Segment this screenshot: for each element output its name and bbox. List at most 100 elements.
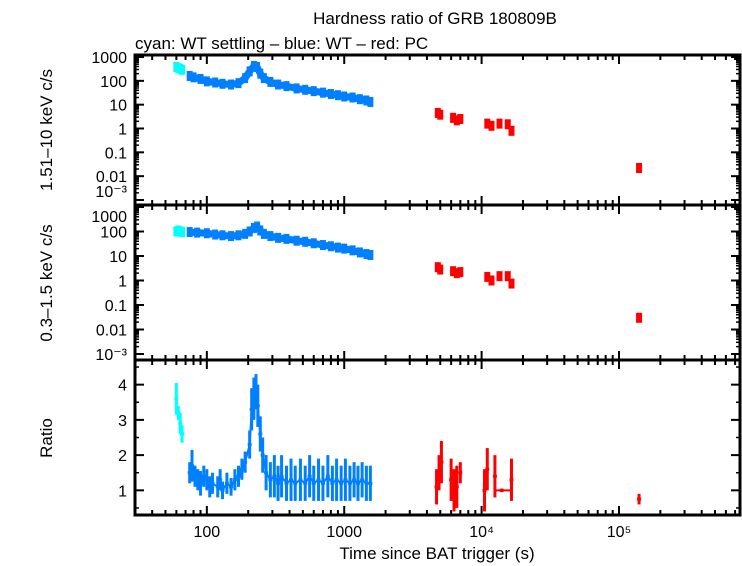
data-point-pc [504,271,511,282]
data-point-wt [194,227,201,238]
y-tick-label: 1 [118,274,127,291]
y-tick-label: 1 [118,483,127,500]
data-point-wt [254,62,261,73]
x-tick-label: 1000 [326,524,362,541]
data-point-wt [190,72,197,83]
x-tick-label: 100 [193,524,220,541]
data-point-pc [508,125,515,136]
series-wt-line [188,391,371,493]
data-point-wt [302,236,309,247]
y-tick-label: 1000 [91,209,127,226]
panel-frame-0 [133,53,742,207]
data-point-pc [488,120,495,131]
data-point-wt [293,83,300,94]
chart-title: Hardness ratio of GRB 180809B [313,9,557,28]
data-point-wt [283,233,290,244]
data-point-pc [484,118,491,129]
data-point-wt [257,68,264,79]
data-point-pc [488,275,495,286]
data-point-wt [349,245,356,256]
data-point-wt [254,221,261,232]
data-point-wt [203,228,210,239]
data-point-pc [450,266,457,277]
y-tick-label: 10 [109,98,127,115]
data-point-pc [453,268,460,279]
x-axis-label: Time since BAT trigger (s) [339,544,534,563]
x-tick-label: 10⁴ [469,524,494,541]
data-point-wt [267,76,274,87]
x-tick-label: 10⁵ [607,524,631,541]
data-point-wt [334,90,341,101]
data-point-wt [212,77,219,88]
data-point-wt [275,232,282,243]
y-axis-label-soft: 0.3–1.5 keV c/s [37,224,56,341]
data-point-wt [319,240,326,251]
y-tick-label: 4 [118,378,127,395]
panel-frame-1 [133,203,742,362]
data-point-wt [219,230,226,241]
y-axis-label-ratio: Ratio [37,418,56,458]
data-point-pc [636,312,643,323]
y-tick-label: 0.1 [105,298,127,315]
data-point-wt [246,226,253,237]
data-point-wt [367,249,374,260]
data-point-wt [228,231,235,242]
data-point-pc [496,271,503,282]
y-tick-label: 2 [118,448,127,465]
data-point-wt [242,228,249,239]
data-point-pc [450,112,457,123]
data-point-wt [250,222,257,233]
y-tick-label: 10⁻³ [95,347,127,364]
y-tick-label: 100 [100,74,127,91]
data-point-wt [341,91,348,102]
data-point-wt [302,84,309,95]
data-point-wt [260,228,267,239]
data-point-wt [246,66,253,77]
data-point-wt [267,231,274,242]
data-point-pc [636,163,643,174]
data-point-wt [186,227,193,238]
data-point-wt [228,79,235,90]
data-point-wt [257,225,264,236]
data-point-wt [367,96,374,107]
data-point-wt [319,87,326,98]
data-point-wt [341,243,348,254]
data-point-wt [293,235,300,246]
data-point-wt [235,230,242,241]
data-point-wt [186,70,193,81]
data-point-wt [250,60,257,71]
y-tick-label: 3 [118,413,127,430]
y-tick-label: 0.01 [96,323,127,340]
data-point-wt [242,73,249,84]
data-point-pc [484,271,491,282]
data-point-wt [275,79,282,90]
y-tick-label: 1000 [91,50,127,67]
data-point-wt [283,81,290,92]
data-point-wt [356,94,363,105]
y-tick-label: 0.1 [105,145,127,162]
data-point-wt [219,78,226,89]
data-point-wt [310,86,317,97]
data-point-wt [327,241,334,252]
data-point-wt [260,73,267,84]
data-point-wt [327,89,334,100]
y-tick-label: 100 [100,225,127,242]
data-point-wt [197,73,204,84]
data-point-wt [203,76,210,87]
data-point-wt [212,229,219,240]
data-point-wt_settling [179,64,186,75]
data-point-pc [437,264,444,275]
data-point-wt [349,92,356,103]
y-tick-label: 10 [109,249,127,266]
data-point-pc [457,114,464,125]
data-point-pc [457,267,464,278]
data-point-pc [508,278,515,289]
series-wt-band [188,62,372,106]
data-point-pc [437,109,444,120]
y-axis-label-hard: 1.51–10 keV c/s [37,69,56,191]
data-point-wt [235,78,242,89]
data-point-wt [334,242,341,253]
data-point-wt [310,238,317,249]
